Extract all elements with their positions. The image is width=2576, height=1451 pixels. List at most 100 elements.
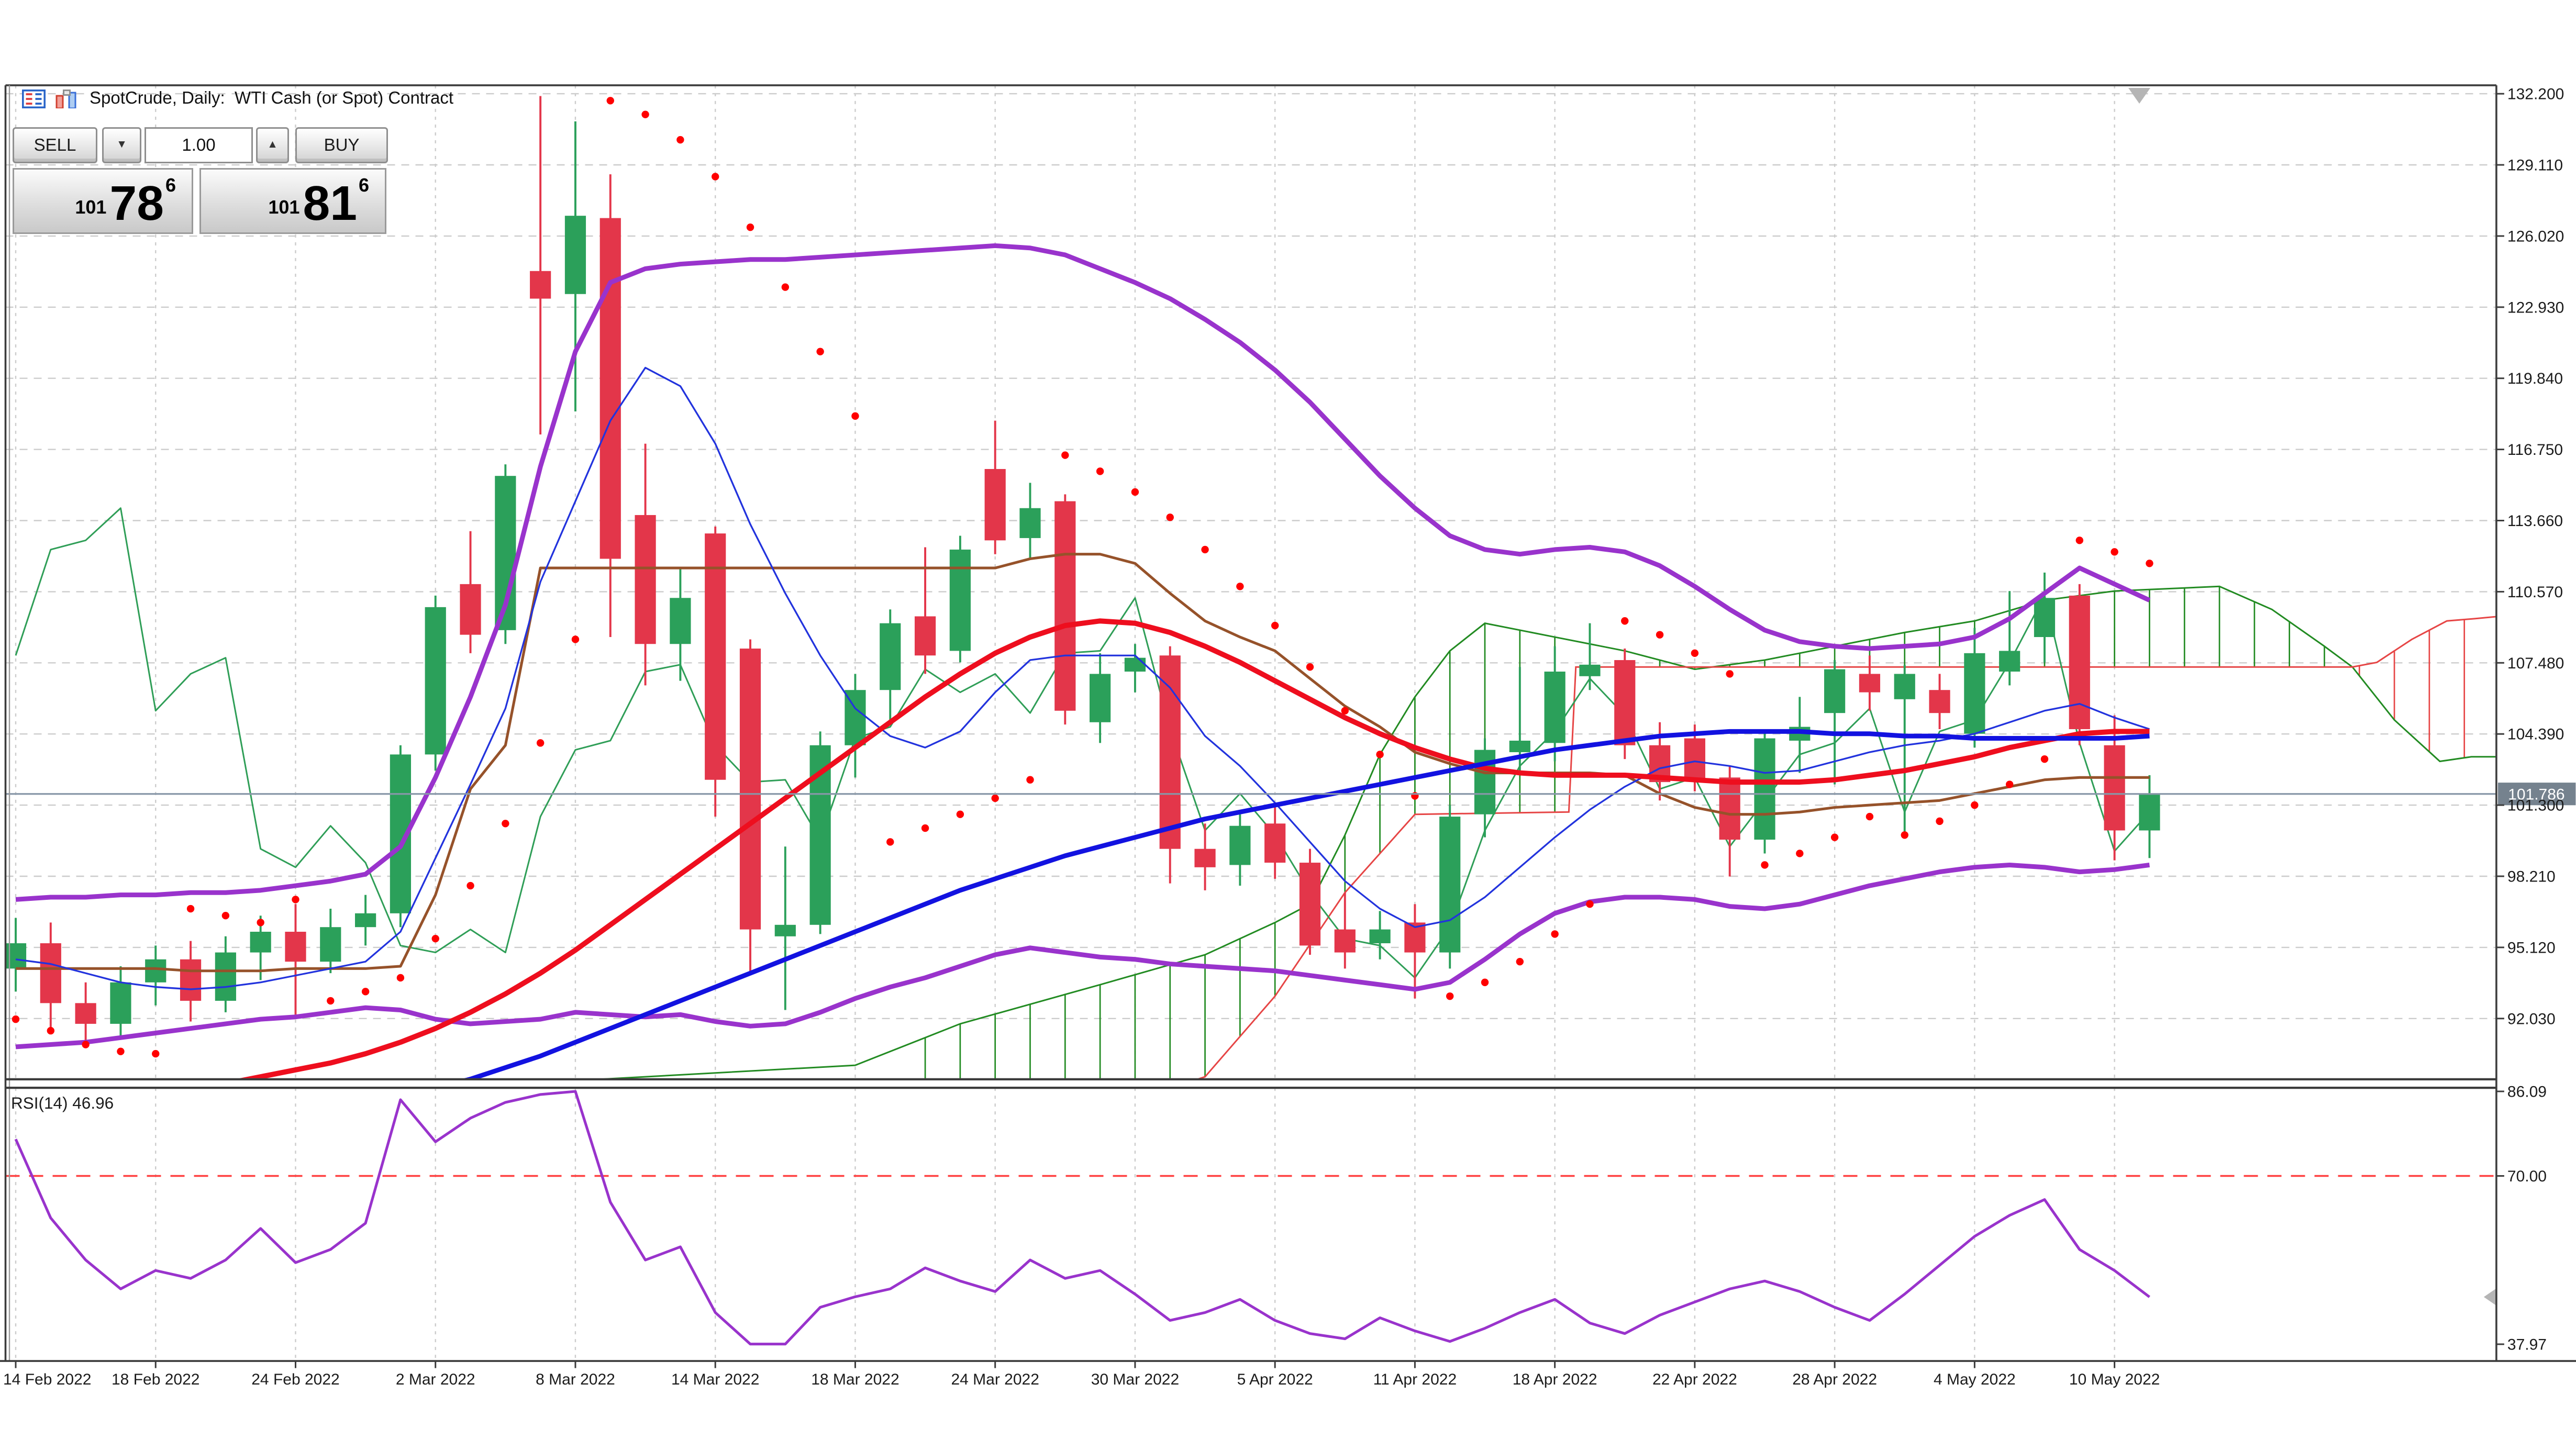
sar-dot <box>292 896 299 903</box>
candle <box>739 649 761 930</box>
sar-dot <box>746 223 754 231</box>
candle <box>1124 657 1146 672</box>
price-axis-label: 107.480 <box>2507 655 2564 672</box>
candle <box>355 913 376 928</box>
sar-dot <box>82 1041 90 1048</box>
date-axis-label: 24 Feb 2022 <box>251 1371 339 1388</box>
sar-dot <box>571 635 580 643</box>
sar-dot <box>1131 488 1139 496</box>
sar-dot <box>12 1015 20 1023</box>
rsi-current-marker <box>2483 1288 2496 1306</box>
candle <box>1299 863 1321 946</box>
candle <box>1054 501 1076 711</box>
sar-dot <box>1901 831 1908 839</box>
candle <box>564 216 586 294</box>
candle <box>180 959 202 1001</box>
candle <box>949 549 971 651</box>
candle <box>1090 674 1111 722</box>
sar-dot <box>1236 583 1244 590</box>
price-axis-label: 104.390 <box>2507 726 2564 743</box>
sar-dot <box>1201 545 1209 554</box>
candle <box>880 623 901 690</box>
price-axis-label: 132.200 <box>2507 86 2564 103</box>
sar-dot <box>327 997 335 1005</box>
buy-price-main: 81 <box>303 175 357 230</box>
candle <box>1684 738 1705 780</box>
candle <box>5 943 27 969</box>
candle <box>984 468 1006 541</box>
sar-dot <box>1446 992 1454 1000</box>
candle <box>705 533 726 780</box>
sell-price-sup: 6 <box>165 174 176 196</box>
candle <box>2034 598 2056 638</box>
sar-dot <box>361 988 370 996</box>
sell-button[interactable]: SELL <box>13 127 97 163</box>
sar-dot <box>1830 833 1839 841</box>
date-axis-label: 5 Apr 2022 <box>1237 1371 1313 1388</box>
volume-increase-button[interactable]: ▲ <box>256 127 289 163</box>
sar-dot <box>712 173 719 181</box>
chikou-span-line <box>15 507 2150 979</box>
date-axis-label: 11 Apr 2022 <box>1373 1371 1457 1388</box>
sar-dot <box>1691 649 1699 657</box>
buy-button[interactable]: BUY <box>295 127 388 163</box>
senkou-span-a-line <box>585 585 2496 1079</box>
price-axis-label: 101.300 <box>2507 797 2564 814</box>
price-axis-label: 92.030 <box>2507 1010 2556 1028</box>
candle <box>1614 660 1636 745</box>
sell-price-display[interactable]: 101 78 6 <box>13 168 193 234</box>
date-axis-label: 22 Apr 2022 <box>1652 1371 1737 1388</box>
candle <box>1999 651 2020 672</box>
candle <box>1544 672 1565 743</box>
candle <box>1439 817 1461 953</box>
parabolic-sar-dots <box>12 97 2153 1058</box>
sar-dot <box>1656 631 1664 639</box>
sar-dot <box>2111 548 2118 556</box>
candle <box>145 959 166 983</box>
current-price-badge <box>2497 783 2576 806</box>
candle <box>530 271 551 299</box>
sar-dot <box>502 820 509 828</box>
sar-dot <box>1726 670 1734 678</box>
sar-dot <box>921 824 929 832</box>
chart-title: SpotCrude, Daily: WTI Cash (or Spot) Con… <box>90 90 454 108</box>
chart-bars-icon[interactable] <box>55 90 80 108</box>
rsi-indicator-label: RSI(14) 46.96 <box>11 1093 114 1112</box>
rsi-axis-label: 70.00 <box>2507 1168 2547 1185</box>
sar-dot <box>1376 751 1384 758</box>
candle <box>635 515 656 644</box>
date-axis-label: 8 Mar 2022 <box>536 1371 615 1388</box>
price-axis-label: 98.210 <box>2507 868 2556 886</box>
sar-dot <box>676 136 684 144</box>
chart-shift-marker[interactable] <box>2128 88 2150 104</box>
quote-panel: 101 78 6 101 81 6 <box>13 168 386 234</box>
sar-dot <box>1166 514 1174 521</box>
candle <box>1474 750 1496 814</box>
sar-dot <box>396 974 405 982</box>
rsi-line <box>14 1090 2150 1346</box>
date-axis-label: 24 Mar 2022 <box>951 1371 1039 1388</box>
buy-price-display[interactable]: 101 81 6 <box>199 168 386 234</box>
rsi-axis-label: 37.97 <box>2507 1336 2547 1354</box>
volume-decrease-button[interactable]: ▼ <box>102 127 141 163</box>
sell-price-main: 78 <box>109 175 164 230</box>
sar-dot <box>2075 537 2083 544</box>
sar-dot <box>257 919 264 927</box>
buy-price-prefix: 101 <box>268 196 300 218</box>
sar-dot <box>1026 776 1034 784</box>
candles <box>5 96 2160 1047</box>
date-axis-label: 10 May 2022 <box>2069 1371 2160 1388</box>
volume-input[interactable]: 1.00 <box>145 127 253 163</box>
candle <box>1754 738 1775 840</box>
market-watch-icon[interactable] <box>22 90 46 108</box>
candle <box>1929 690 1950 713</box>
kijun-sen-line <box>16 553 2150 973</box>
sar-dot <box>1341 707 1349 715</box>
candle <box>425 607 446 755</box>
sar-dot <box>1271 621 1279 630</box>
price-axis-label: 95.120 <box>2507 939 2556 956</box>
sar-dot <box>851 412 859 420</box>
candle <box>1719 777 1740 840</box>
